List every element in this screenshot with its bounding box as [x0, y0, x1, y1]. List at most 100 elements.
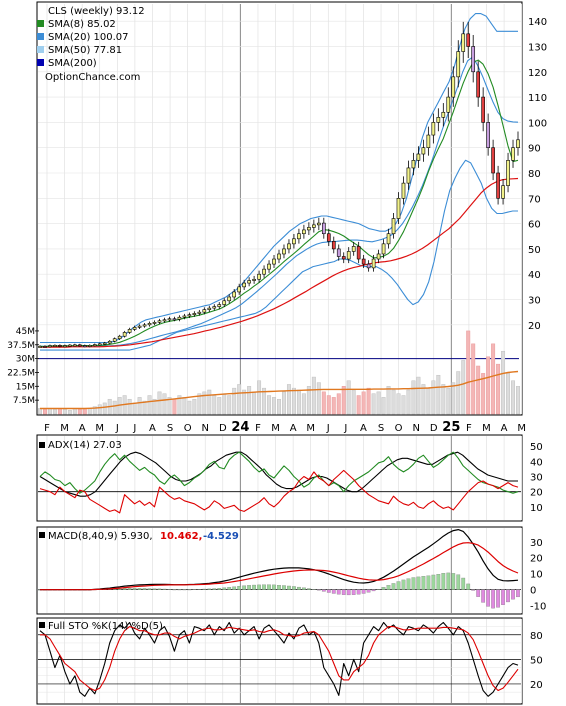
adx-title: ADX(14) 27.03: [48, 440, 122, 451]
volume-bar: [112, 400, 117, 415]
candle-body: [152, 321, 157, 324]
candle-body: [371, 258, 376, 269]
candle-body: [242, 282, 246, 288]
candle-body: [172, 318, 177, 321]
volume-bar: [441, 384, 446, 415]
candle-body: [112, 338, 117, 342]
candle-body: [142, 324, 147, 327]
macd-histogram-bar: [222, 587, 227, 590]
candle-body: [361, 258, 366, 265]
macd-histogram-bar: [451, 573, 456, 590]
price-tick-label: 20: [528, 321, 541, 332]
candle-body: [262, 268, 266, 275]
adx-tick-label: 30: [530, 472, 543, 483]
macd-histogram-bar: [341, 589, 346, 595]
candle-body: [272, 258, 276, 265]
macd-histogram-bar: [486, 589, 490, 607]
candle-body: [297, 233, 301, 240]
candle-body: [436, 117, 441, 123]
volume-bar: [421, 384, 426, 415]
macd-histogram-bar: [142, 588, 147, 590]
sto-title: Full STO %K(14) %D(5): [48, 621, 163, 632]
volume-bar: [371, 393, 376, 415]
volume-bar: [506, 373, 511, 415]
candle-body: [192, 313, 197, 315]
volume-bar: [331, 397, 336, 415]
sma200-legend: SMA(200): [48, 58, 97, 69]
macd-histogram-bar: [346, 589, 351, 596]
volume-bar: [262, 387, 267, 415]
volume-bar: [381, 397, 386, 415]
volume-bar: [282, 391, 286, 415]
volume-tick-label: 7.5M: [13, 396, 35, 406]
volume-bar: [197, 393, 202, 415]
candle-body: [73, 344, 77, 347]
macd-histogram-bar: [396, 581, 401, 590]
macd-histogram-bar: [476, 589, 481, 597]
macd-histogram-bar: [302, 587, 306, 590]
macd-histogram-bar: [511, 589, 515, 600]
volume-bar: [257, 380, 262, 415]
sma8-legend: SMA(8) 85.02: [48, 19, 116, 30]
macd-histogram-bar: [157, 588, 162, 590]
adx-legend: ADX(14) 27.03: [39, 440, 122, 451]
candle-body: [516, 139, 520, 148]
adx-tick-label: 20: [530, 488, 543, 499]
x-tick-label: M: [482, 423, 491, 434]
volume-bar: [326, 395, 331, 415]
candle-body: [63, 345, 67, 348]
candle-body: [277, 253, 281, 260]
volume-bar: [142, 400, 147, 415]
x-tick-label: F: [466, 423, 472, 434]
macd-series-macd: [40, 528, 519, 591]
candle-body: [97, 343, 102, 346]
chart-title: CLS (weekly) 93.12: [48, 6, 145, 17]
candle-body: [217, 304, 222, 307]
x-tick-label: O: [395, 423, 403, 434]
price-tick-label: 110: [528, 93, 547, 104]
candle-body: [386, 233, 391, 245]
x-tick-label: N: [201, 423, 208, 434]
volume-bar: [516, 386, 520, 415]
macd-panel-frame: [36, 526, 523, 615]
candle-body: [431, 122, 436, 136]
volume-bar: [391, 389, 396, 415]
x-tick-label: D: [219, 423, 227, 434]
macd-histogram-bar: [137, 588, 142, 590]
volume-bar: [92, 406, 97, 415]
candle-body: [267, 263, 271, 270]
volume-bar: [182, 397, 187, 415]
volume-bar: [401, 395, 406, 415]
x-tick-label: A: [149, 423, 156, 434]
sma20-swatch: [37, 33, 44, 40]
lower-band-line: [40, 159, 518, 351]
macd-histogram-bar: [197, 589, 202, 590]
price-tick-label: 120: [528, 68, 547, 79]
macd-histogram-bar: [356, 589, 361, 595]
macd-histogram-bar: [361, 589, 366, 594]
x-tick-label: S: [378, 423, 384, 434]
candle-body: [247, 280, 251, 284]
volume-bar: [466, 330, 471, 415]
price-tick-label: 140: [528, 17, 547, 28]
candle-body: [406, 167, 411, 184]
sto-legend: Full STO %K(14) %D(5): [39, 621, 163, 632]
candle-body: [102, 342, 107, 345]
candle-body: [312, 224, 316, 228]
candle-body: [331, 241, 336, 250]
volume-bar: [361, 391, 366, 415]
volume-bar: [77, 409, 82, 415]
macd-signal-value: 10.462,: [160, 531, 202, 542]
volume-bar: [481, 373, 486, 415]
volume-tick-label: 15M: [16, 382, 35, 392]
volume-bar: [366, 387, 371, 415]
macd-histogram-bar: [127, 588, 132, 590]
candle-body: [227, 296, 232, 302]
macd-histogram-bar: [147, 588, 152, 590]
volume-bar: [97, 404, 102, 415]
candle-body: [501, 185, 505, 199]
volume-bar: [386, 386, 391, 415]
volume-bars: [38, 330, 520, 415]
candle-body: [496, 172, 500, 199]
price-legend: CLS (weekly) 93.12 SMA(8) 85.02 SMA(20) …: [37, 6, 145, 83]
